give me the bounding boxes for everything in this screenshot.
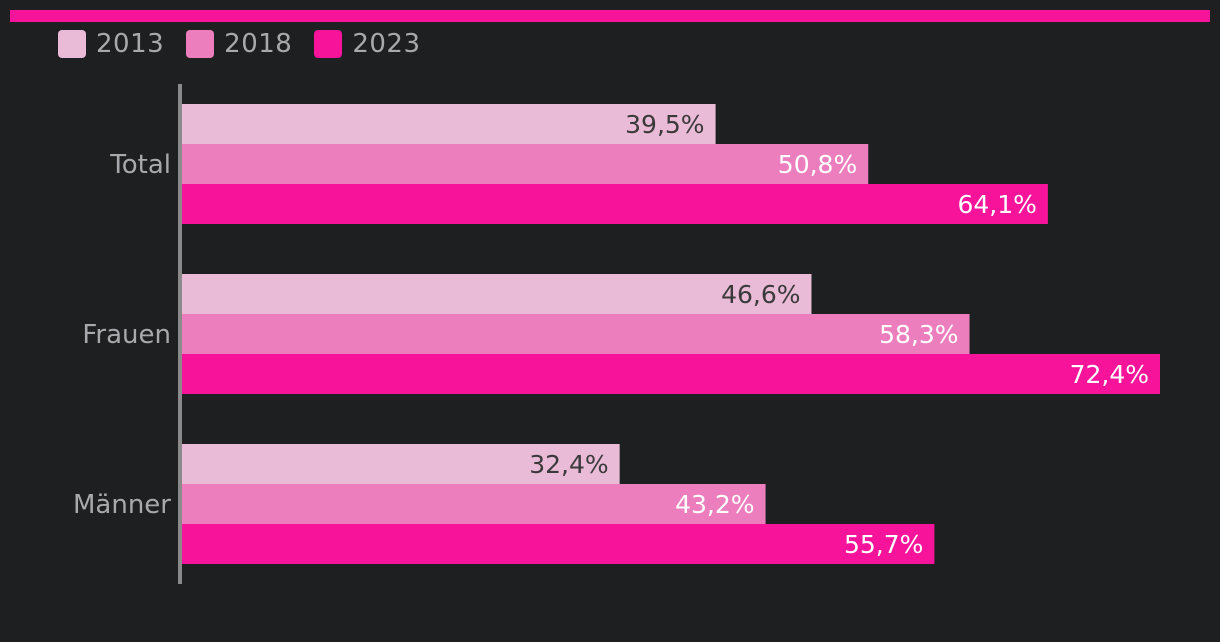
bar-2013-2[interactable] [182,444,620,484]
data-label-2013-0: 39,5% [625,110,704,139]
bar-2018-0[interactable] [182,144,869,184]
bar-2023-2[interactable] [182,524,935,564]
legend-swatch-2018 [186,30,215,58]
data-label-2018-2: 43,2% [675,490,754,519]
data-label-2018-1: 58,3% [879,320,958,349]
data-label-2023-1: 72,4% [1070,360,1149,389]
category-label-0: Total [109,150,171,180]
bar-2013-0[interactable] [182,104,716,144]
bar-2018-1[interactable] [182,314,970,354]
category-label-1: Frauen [82,320,171,350]
legend-item-2023[interactable]: 2023 [314,29,420,59]
legend-item-2013[interactable]: 2013 [58,29,164,59]
bar-2013-1[interactable] [182,274,812,314]
bar-2023-0[interactable] [182,184,1048,224]
bar-2023-1[interactable] [182,354,1160,394]
data-label-2018-0: 50,8% [778,150,857,179]
legend-label-2023: 2023 [352,29,421,59]
accent-bar [10,10,1210,22]
data-label-2023-0: 64,1% [957,190,1036,219]
data-label-2013-1: 46,6% [721,280,800,309]
legend-item-2018[interactable]: 2018 [186,29,292,59]
legend-label-2018: 2018 [224,29,293,59]
data-label-2013-2: 32,4% [529,450,608,479]
legend-swatch-2023 [314,30,343,58]
category-label-2: Männer [73,490,171,520]
legend-swatch-2013 [58,30,86,58]
chart-legend: 2013 2018 2023 [58,28,443,60]
data-label-2023-2: 55,7% [844,530,923,559]
legend-label-2013: 2013 [96,29,165,59]
bar-2018-2[interactable] [182,484,766,524]
